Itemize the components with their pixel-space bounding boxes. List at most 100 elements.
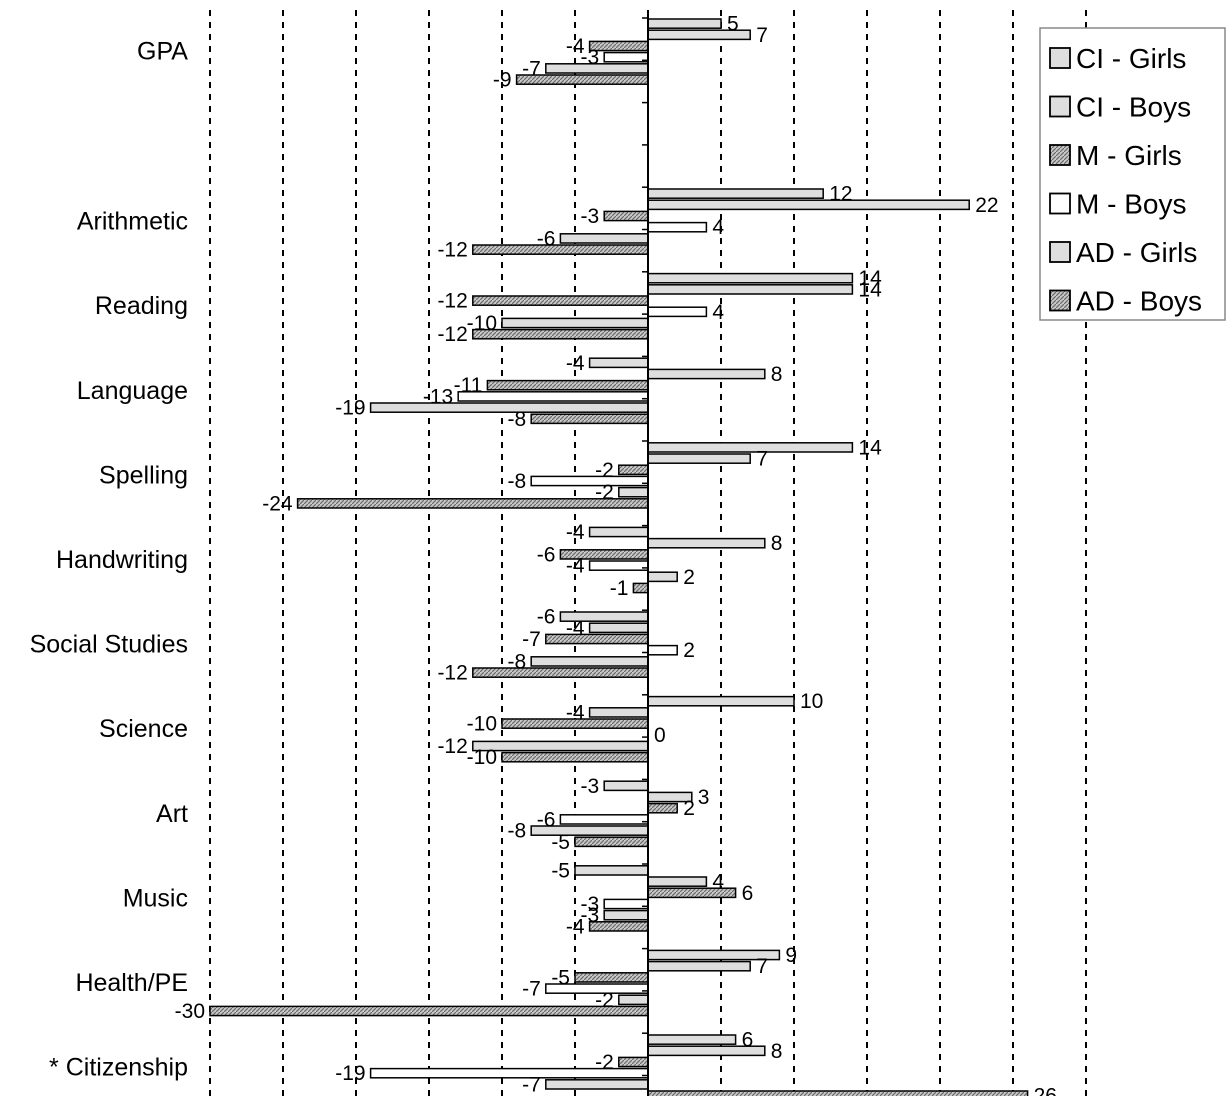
- data-label: -12: [437, 290, 467, 313]
- bar: [648, 19, 721, 28]
- data-label: 8: [771, 1040, 783, 1063]
- data-label: -5: [551, 859, 570, 882]
- data-label: -6: [537, 808, 556, 831]
- bar: [648, 189, 823, 198]
- data-label: 2: [683, 639, 695, 662]
- data-label: -4: [566, 352, 585, 375]
- bar: [560, 234, 648, 243]
- data-label: -2: [595, 481, 614, 504]
- bar: [575, 837, 648, 846]
- category-label: Science: [99, 715, 188, 743]
- bar: [648, 443, 852, 452]
- data-label: 4: [712, 301, 724, 324]
- data-label: -19: [335, 1062, 365, 1085]
- data-label: -3: [581, 775, 600, 798]
- bar: [473, 245, 648, 254]
- bar: [619, 488, 648, 497]
- data-label: -4: [566, 617, 585, 640]
- bar: [473, 668, 648, 677]
- data-label: 6: [742, 882, 754, 905]
- bar: [648, 539, 765, 548]
- data-label: -30: [175, 1000, 205, 1023]
- data-label: 8: [771, 363, 783, 386]
- bar: [590, 561, 648, 570]
- bar: [604, 781, 648, 790]
- bar: [590, 708, 648, 717]
- bar-layer: [210, 19, 1028, 1096]
- category-label: Arithmetic: [77, 208, 188, 236]
- bar: [648, 962, 750, 971]
- category-label: * Citizenship: [49, 1054, 188, 1082]
- bar: [604, 211, 648, 220]
- category-label: Music: [123, 884, 188, 912]
- legend-entry: M - Girls: [1076, 140, 1182, 171]
- label-layer: 51214-414-4-610-3-59672214878-4-43478-4-…: [30, 13, 1057, 1096]
- bar: [648, 877, 706, 886]
- bar: [648, 1091, 1028, 1096]
- category-label: Social Studies: [30, 631, 188, 659]
- bar: [648, 274, 852, 283]
- data-label: -6: [537, 227, 556, 250]
- bar: [546, 1080, 648, 1089]
- category-label: Handwriting: [56, 546, 188, 574]
- data-label: -7: [522, 57, 541, 80]
- data-label: 10: [800, 690, 823, 713]
- bar: [648, 646, 677, 655]
- data-label: -7: [522, 978, 541, 1001]
- data-label: 4: [712, 216, 724, 239]
- data-label: -3: [581, 46, 600, 69]
- category-label: Language: [77, 377, 188, 405]
- data-label: -8: [508, 820, 527, 843]
- legend-entry: CI - Girls: [1076, 43, 1186, 74]
- category-label: Reading: [95, 292, 188, 320]
- bar: [575, 973, 648, 982]
- bar: [473, 296, 648, 305]
- data-label: -4: [566, 555, 585, 578]
- data-label: -10: [467, 312, 497, 335]
- data-label: -13: [423, 385, 453, 408]
- data-label: -4: [566, 915, 585, 938]
- bar: [458, 392, 648, 401]
- data-label: -4: [566, 521, 585, 544]
- data-label: -8: [508, 470, 527, 493]
- data-label: -8: [508, 408, 527, 431]
- data-label: -5: [551, 831, 570, 854]
- bar: [560, 815, 648, 824]
- bar: [648, 369, 765, 378]
- bar: [648, 572, 677, 581]
- data-label: 4: [712, 871, 724, 894]
- data-label: -9: [493, 69, 512, 92]
- bar: [590, 358, 648, 367]
- bar: [648, 223, 706, 232]
- bar: [648, 804, 677, 813]
- bar: [619, 465, 648, 474]
- data-label: -24: [262, 492, 293, 515]
- data-label: -4: [566, 701, 585, 724]
- data-label: -6: [537, 543, 556, 566]
- legend-entry: AD - Girls: [1076, 237, 1197, 268]
- bar: [633, 583, 648, 592]
- data-label: -10: [467, 746, 497, 769]
- legend-entry: CI - Boys: [1076, 92, 1191, 123]
- bar: [648, 307, 706, 316]
- legend-swatch: [1050, 145, 1070, 165]
- bar: [590, 527, 648, 536]
- bar: [575, 866, 648, 875]
- bar: [648, 285, 852, 294]
- data-label: 7: [756, 955, 768, 978]
- category-label: Health/PE: [75, 969, 188, 997]
- bar: [604, 53, 648, 62]
- data-label: 14: [858, 278, 882, 301]
- legend-swatch: [1050, 291, 1070, 311]
- data-label: 26: [1034, 1085, 1057, 1096]
- data-label: -7: [522, 1073, 541, 1096]
- bar: [487, 381, 648, 390]
- data-label: 14: [858, 436, 882, 459]
- bar: [502, 318, 648, 327]
- data-label: 3: [698, 786, 710, 809]
- legend-swatch: [1050, 194, 1070, 214]
- bar: [619, 1057, 648, 1066]
- data-label: -12: [437, 323, 467, 346]
- bar: [604, 899, 648, 908]
